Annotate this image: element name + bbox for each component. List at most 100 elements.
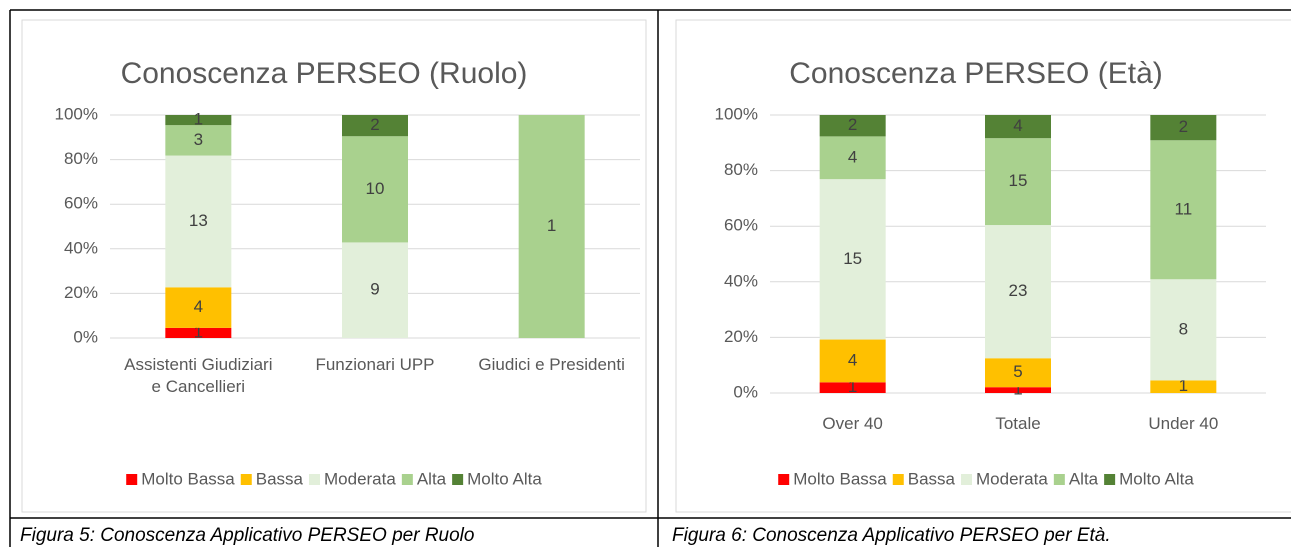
y-tick-label: 80% (724, 160, 758, 179)
y-tick-label: 60% (64, 194, 98, 213)
data-label: 1 (547, 216, 556, 235)
data-label: 2 (848, 115, 857, 134)
bar-segment (342, 242, 408, 338)
x-tick-label: Totale (995, 414, 1041, 433)
y-tick-label: 20% (724, 327, 758, 346)
legend-swatch (1053, 474, 1065, 485)
data-label: 1 (848, 377, 857, 396)
data-label: 1 (194, 110, 203, 129)
x-tick-label: Funzionari UPP (315, 355, 435, 374)
data-label: 9 (370, 280, 379, 299)
bar-segment (819, 339, 886, 383)
data-label: 5 (1013, 362, 1022, 381)
x-tick-label-box: Assistenti Giudiziari e Cancellieri (124, 355, 273, 396)
legend-swatch (892, 474, 904, 485)
bar-segment (985, 387, 1051, 393)
data-label: 2 (370, 115, 379, 134)
legend-item: Bassa (240, 469, 304, 488)
bar-segment (1150, 279, 1217, 381)
legend-swatch (1104, 474, 1116, 485)
bar-segment (518, 115, 585, 338)
legend-label: Bassa (908, 469, 956, 488)
data-label: 10 (366, 179, 385, 198)
legend-label: Molto Bassa (793, 469, 887, 488)
bar-segment (1150, 380, 1217, 393)
data-label: 3 (194, 130, 203, 149)
x-tick-label: Over 40 (822, 414, 883, 433)
y-tick-label: 100% (715, 104, 758, 123)
legend-label: Molto Alta (467, 469, 542, 488)
legend-item: Moderata (961, 469, 1048, 488)
chart-title: Conoscenza PERSEO (Ruolo) (121, 57, 528, 90)
data-label: 4 (848, 147, 857, 166)
legend-item: Bassa (892, 469, 956, 488)
data-label: 1 (1013, 380, 1022, 399)
legend-label: Moderata (976, 469, 1048, 488)
bar-segment (819, 382, 886, 393)
x-tick-label: Giudici e Presidenti (478, 355, 625, 374)
data-label: 15 (1009, 171, 1028, 190)
bar-segment (1150, 115, 1217, 141)
legend-item: Molto Alta (452, 469, 542, 488)
legend-label: Alta (1069, 469, 1099, 488)
bar-segment (985, 358, 1051, 388)
x-tick-label-box: Under 40 (1148, 414, 1219, 433)
data-label: 4 (1013, 116, 1022, 135)
x-tick-label-box: Over 40 (822, 414, 883, 433)
bar-segment (985, 115, 1051, 139)
data-label: 11 (1175, 199, 1193, 218)
bar-segment (1150, 140, 1217, 280)
y-tick-label: 40% (64, 238, 98, 257)
legend-label: Molto Alta (1119, 469, 1194, 488)
legend-swatch (778, 474, 790, 485)
bar-segment (819, 136, 886, 180)
legend-swatch (401, 474, 413, 485)
legend-item: Molto Bassa (126, 469, 235, 488)
data-label: 23 (1009, 281, 1028, 300)
legend-label: Molto Bassa (141, 469, 235, 488)
y-tick-label: 60% (724, 216, 758, 235)
x-tick-label: Under 40 (1148, 414, 1219, 433)
x-tick-label-box: Totale (995, 414, 1041, 433)
legend-item: Alta (1053, 469, 1099, 488)
y-tick-label: 20% (64, 283, 98, 302)
x-tick-label-box: Funzionari UPP (315, 355, 435, 374)
legend-label: Moderata (324, 469, 396, 488)
y-tick-label: 80% (64, 149, 98, 168)
x-tick-label: Assistenti Giudiziari e Cancellieri (124, 355, 273, 396)
bar-segment (165, 125, 232, 156)
y-tick-label: 0% (733, 382, 758, 401)
bar-segment (165, 155, 232, 288)
figure-caption: Figura 5: Conoscenza Applicativo PERSEO … (20, 525, 474, 546)
legend-item: Molto Bassa (778, 469, 887, 488)
figure-caption: Figura 6: Conoscenza Applicativo PERSEO … (672, 525, 1111, 546)
data-label: 4 (848, 350, 857, 369)
bar-segment (165, 115, 232, 126)
bar-segment (819, 115, 886, 137)
bar-segment (819, 179, 886, 340)
y-tick-label: 40% (724, 271, 758, 290)
data-label: 13 (189, 211, 208, 230)
y-tick-label: 0% (73, 327, 98, 346)
bar-segment (342, 115, 408, 137)
legend-swatch (240, 474, 252, 485)
bar-segment (342, 136, 408, 243)
data-label: 4 (194, 297, 203, 316)
bar-segment (985, 138, 1051, 226)
legend-swatch (126, 474, 138, 485)
y-tick-label: 100% (55, 104, 98, 123)
chart-title: Conoscenza PERSEO (Età) (789, 57, 1163, 90)
bar-segment (165, 287, 232, 328)
data-label: 2 (1179, 117, 1188, 136)
legend-item: Alta (401, 469, 447, 488)
data-label: 8 (1179, 319, 1188, 338)
legend-label: Alta (417, 469, 447, 488)
legend-label: Bassa (256, 469, 304, 488)
bar-segment (985, 225, 1051, 359)
legend-item: Moderata (309, 469, 396, 488)
data-label: 15 (843, 249, 862, 268)
bar-segment (165, 327, 232, 338)
legend-item: Molto Alta (1104, 469, 1194, 488)
legend-swatch (961, 474, 973, 485)
